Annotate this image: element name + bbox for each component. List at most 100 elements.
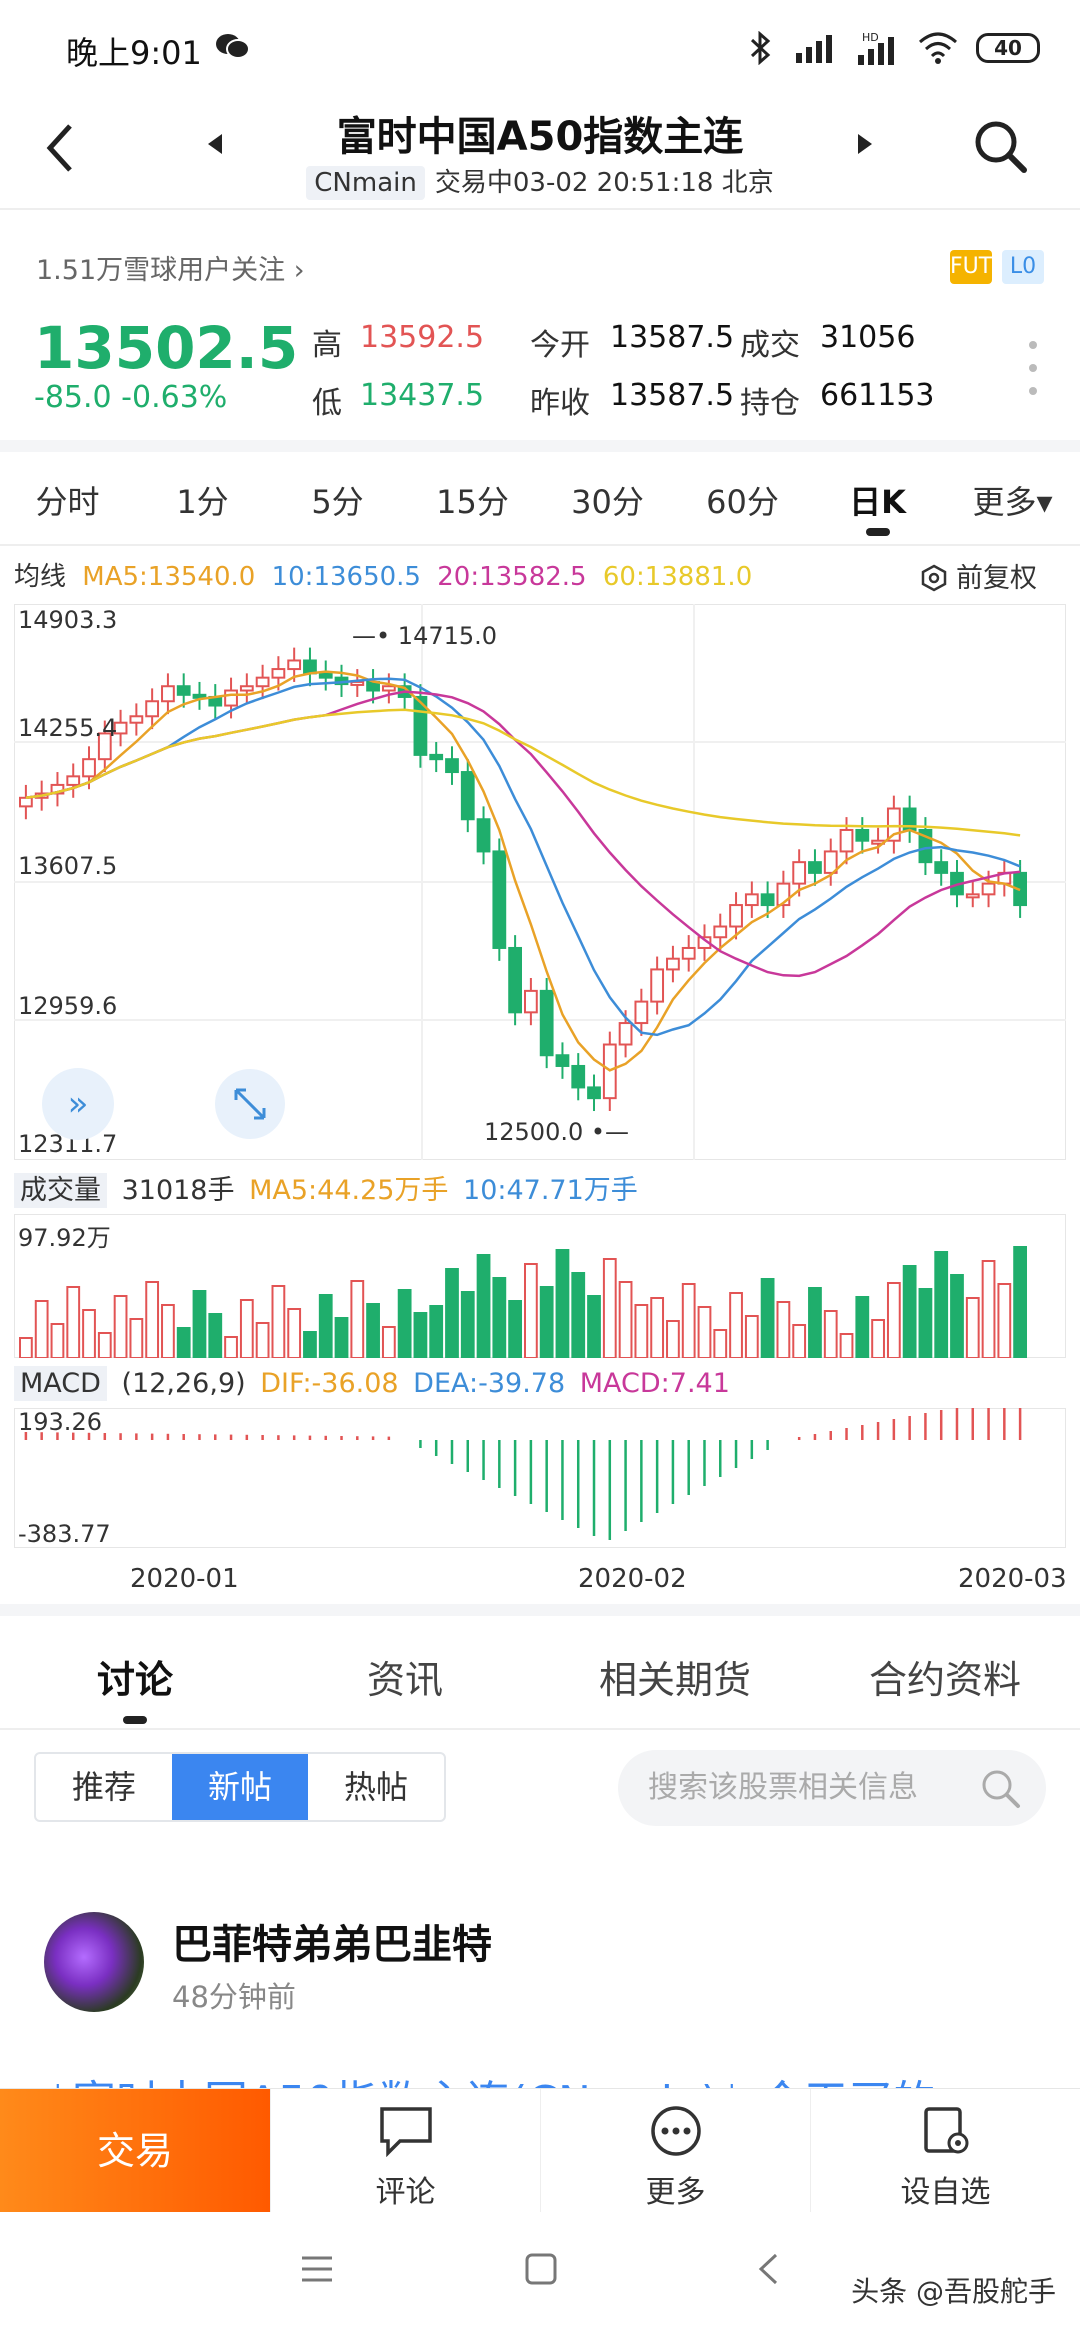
add-watchlist-button[interactable]: 设自选 [810,2089,1080,2212]
filter-new[interactable]: 新帖 [172,1754,308,1820]
prev-instrument-icon[interactable] [206,132,226,156]
candle-body [287,659,302,671]
tab-more[interactable]: 更多▾ [972,483,1053,521]
volume-bar [713,1329,728,1358]
candle-body [271,668,286,679]
tab-timeshare[interactable]: 分时 [35,483,100,521]
open-label: 今开 [530,328,590,363]
volume-bar [413,1312,428,1358]
next-instrument-icon[interactable] [854,132,874,156]
filter-recommended[interactable]: 推荐 [71,1768,136,1806]
candle-body [918,828,933,864]
volume-bar [492,1277,507,1358]
volume-bar [224,1336,238,1358]
candle-body [886,807,901,842]
volume-bar [82,1309,96,1358]
volume-legend: 成交量 31018手 MA5:44.25万手 10:47.71万手 [14,1168,638,1208]
battery-indicator: 40 [976,33,1040,63]
followers-link[interactable]: 1.51万雪球用户关注 › [36,255,305,286]
back-icon[interactable] [756,2252,780,2286]
volume-bar [555,1249,570,1358]
y-label-3: 13607.5 [18,852,118,880]
ma-title: 均线 [14,562,67,592]
volume-bar [303,1331,317,1358]
candle-body [429,753,444,761]
avatar[interactable] [44,1912,144,2012]
candle-body [50,783,65,795]
max-marker: —• 14715.0 [352,622,498,650]
candle-body [618,1022,633,1046]
candle-body [19,796,33,808]
open-interest-label: 持仓 [740,386,800,421]
adjust-toggle[interactable]: 前复权 [920,556,1037,595]
watchlist-settings-icon [923,2107,968,2154]
comment-icon [379,2107,432,2158]
more-button[interactable]: 更多 [540,2089,810,2212]
kline-chart[interactable] [14,604,1066,1160]
trade-button[interactable]: 交易 [0,2089,270,2213]
tab-discussion[interactable]: 讨论 [0,1630,270,1730]
candle-body [634,1000,649,1025]
period-tabs: 分时 1分 5分 15分 30分 60分 日K 更多▾ [0,460,1080,544]
prev-close-label: 昨收 [530,386,590,421]
candle-body [524,989,538,1014]
tab-related-futures[interactable]: 相关期货 [598,1658,751,1702]
tab-1min[interactable]: 1分 [176,483,229,521]
candle-body [413,695,428,756]
volume-bar [965,1297,980,1358]
high-value: 13592.5 [360,320,485,355]
tab-15min[interactable]: 15分 [436,483,509,521]
volume-bar [823,1310,838,1358]
ma-legend: 均线 MA5:13540.0 10:13650.5 20:13582.5 60:… [14,556,752,593]
volume-bar [602,1258,617,1358]
tab-contract-info[interactable]: 合约资料 [868,1658,1021,1702]
system-nav-bar [0,2212,1080,2340]
macd-ymax: 193.26 [18,1408,102,1436]
fullscreen-icon[interactable] [214,1068,286,1140]
volume-bar [587,1295,601,1358]
post-username[interactable]: 巴菲特弟弟巴韭特 [172,1922,492,1968]
volume-bar [239,1299,254,1358]
candle-body [381,685,396,692]
more-vertical-icon[interactable] [1028,340,1038,396]
volume-bar [192,1290,207,1358]
candle-body [744,893,759,907]
volume-bar [445,1268,459,1358]
instrument-code: CNmain [306,166,425,200]
content-tabs-divider [0,1728,1080,1730]
candle-body [255,676,270,688]
volume-bar [792,1324,807,1358]
back-arrow-icon[interactable] [40,118,80,178]
candle-body [129,715,144,724]
volume-bar [997,1283,1012,1358]
home-icon[interactable] [524,2252,558,2286]
bluetooth-icon [750,31,771,65]
content-tabs: 讨论 资讯 相关期货 合约资料 [0,1630,1080,1730]
macd-ymin: -383.77 [18,1520,111,1548]
volume-bar [161,1304,175,1358]
search-icon[interactable] [970,116,1030,176]
volume-bar [176,1327,191,1358]
volume-chart[interactable] [14,1214,1066,1358]
status-bar: 晚上9:01 HD 40 [0,0,1080,100]
volume-label: 成交 [740,328,800,363]
tab-news[interactable]: 资讯 [366,1658,443,1702]
tab-5min[interactable]: 5分 [311,483,364,521]
tab-30min[interactable]: 30分 [571,483,644,521]
comment-button[interactable]: 评论 [270,2089,540,2212]
menu-icon[interactable] [300,2254,334,2284]
volume-bar [97,1332,112,1358]
macd-chart[interactable] [14,1408,1066,1548]
candle-body [508,946,522,1014]
l0-badge: L0 [1002,250,1044,284]
filter-hot[interactable]: 热帖 [343,1768,408,1806]
macd-params: (12,26,9) [121,1368,246,1399]
tab-60min[interactable]: 60分 [706,483,779,521]
volume-bar [634,1304,649,1358]
tab-daily-k[interactable]: 日K [810,460,945,544]
post-search-input[interactable]: 搜索该股票相关信息 [618,1750,1046,1826]
candle-body [571,1064,586,1089]
candle-body [855,828,870,842]
volume-bar [855,1296,870,1358]
expand-left-button[interactable]: » [42,1068,114,1140]
